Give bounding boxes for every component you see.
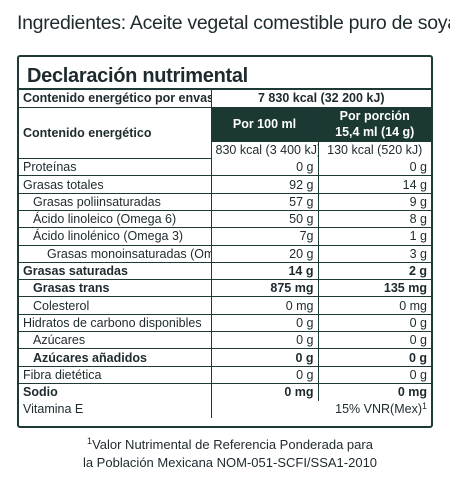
nutrient-value-portion: 1 g — [318, 227, 431, 246]
nutrient-value-portion: 3 g — [318, 245, 431, 263]
nutrient-label: Sodio — [19, 383, 212, 401]
nutrient-label: Proteínas — [19, 158, 212, 177]
nutrition-table: Contenido energético por envase 7 830 kc… — [19, 90, 431, 419]
energy-portion: 130 kcal (520 kJ) — [327, 143, 423, 158]
nutrient-value-100ml: 0 g — [211, 314, 319, 333]
nutrient-value-100ml: 875 mg — [211, 279, 319, 298]
nutrient-label: Ácido linolénico (Omega 3) — [19, 227, 212, 246]
nutrient-value-portion: 0 mg — [397, 385, 427, 400]
nutrient-value-portion: 8 g — [318, 210, 431, 229]
nutrient-row: Grasas monoinsaturadas (Omega 9)20 g3 g — [19, 245, 431, 263]
nutrient-value-portion: 2 g — [318, 262, 431, 281]
footnote-line1: Valor Nutrimental de Referencia Ponderad… — [92, 437, 373, 452]
energy-per-package-row: Contenido energético por envase 7 830 kc… — [19, 90, 431, 108]
nutrient-row: Grasas totales 92 g 14 g — [19, 175, 431, 194]
panel-title: Declaración nutrimental — [19, 57, 431, 90]
column-header-portion: Por porción 15,4 ml (14 g) — [318, 107, 431, 142]
ingredients-text: Ingredientes: Aceite vegetal comestible … — [17, 12, 450, 34]
energy-values-row: 830 kcal (3 400 kJ) 130 kcal (520 kJ) — [19, 141, 431, 159]
vitamin-label: Vitamina E — [19, 400, 212, 419]
footnote-superscript: 1 — [87, 436, 93, 446]
nutrient-value-portion: 0 mg — [318, 296, 431, 315]
nutrient-value-100ml: 14 g — [211, 262, 319, 281]
footnote-line2: la Población Mexicana NOM-051-SCFI/SSA1-… — [82, 455, 378, 470]
nutrient-value-100ml: 0 g — [211, 348, 319, 367]
portion-header-line1: Por porción — [339, 109, 410, 124]
energy-header-row: Contenido energético Por 100 ml Por porc… — [19, 107, 431, 160]
nutrient-value-portion: 0 g — [318, 348, 431, 367]
nutrient-value-100ml: 0 mg — [211, 296, 319, 315]
nutrient-label: Fibra dietética — [19, 366, 212, 384]
nutrient-label: Grasas trans — [19, 279, 212, 298]
nutrient-value-portion: 135 mg — [318, 279, 431, 298]
nutrient-value-100ml: 20 g — [211, 245, 319, 263]
nutrient-label: Ácido linoleico (Omega 6) — [19, 210, 212, 229]
nutrient-value-portion: 14 g — [318, 175, 431, 194]
energy-per-package-label: Contenido energético por envase — [19, 90, 212, 108]
nutrient-label: Grasas saturadas — [19, 262, 212, 281]
column-header-100ml: Por 100 ml — [211, 107, 319, 142]
nutrient-value-100ml: 92 g — [211, 175, 319, 194]
nutrient-value-portion: 9 g — [318, 193, 431, 211]
nutrient-value-100ml: 50 g — [211, 210, 319, 229]
nutrient-label: Colesterol — [19, 296, 212, 315]
vitamin-row: Vitamina E 15% VNR(Mex)1 — [19, 400, 431, 419]
nutrient-value-100ml: 0 g — [211, 158, 319, 177]
energy-100ml: 830 kcal (3 400 kJ) — [211, 141, 319, 159]
nutrient-value-100ml: 57 g — [211, 193, 319, 211]
vitamin-value-text: 15% VNR(Mex) — [335, 402, 422, 417]
nutrient-value-100ml: 0 g — [211, 366, 319, 384]
vitamin-value: 15% VNR(Mex)1 — [211, 401, 431, 418]
nutrient-value-100ml: 7g — [211, 227, 319, 246]
nutrition-facts-panel: Declaración nutrimental Contenido energé… — [17, 55, 433, 428]
nutrient-label: Grasas poliinsaturadas — [19, 193, 212, 211]
nutrient-row: Colesterol 0 mg 0 mg — [19, 296, 431, 315]
nutrient-row: Ácido linolénico (Omega 3) 7g 1 g — [19, 227, 431, 246]
energy-label: Contenido energético — [19, 107, 212, 160]
nutrient-value-portion: 0 g — [318, 366, 431, 384]
energy-per-package-value: 7 830 kcal (32 200 kJ) — [211, 90, 431, 108]
nutrient-label: Hidratos de carbono disponibles — [19, 314, 212, 333]
nutrient-value-portion: 0 g — [318, 331, 431, 350]
nutrient-value-portion: 0 g — [318, 314, 431, 333]
vitamin-superscript: 1 — [421, 401, 427, 412]
nutrient-label: Azúcares añadidos — [19, 348, 212, 367]
nutrient-label: Grasas totales — [19, 175, 212, 194]
nutrient-row: Sodio 0 mg 0 mg — [19, 383, 431, 401]
portion-header-line2: 15,4 ml (14 g) — [335, 125, 415, 140]
footnote: 1Valor Nutrimental de Referencia Pondera… — [40, 436, 420, 472]
nutrient-label: Grasas monoinsaturadas (Omega 9) — [19, 245, 212, 263]
nutrient-value-100ml: 0 g — [211, 331, 319, 350]
nutrient-value-portion: 0 g — [318, 158, 431, 177]
nutrient-value-100ml: 0 mg — [211, 383, 319, 401]
nutrient-row: Grasas trans 875 mg 135 mg — [19, 279, 431, 298]
nutrient-label: Azúcares — [19, 331, 212, 350]
